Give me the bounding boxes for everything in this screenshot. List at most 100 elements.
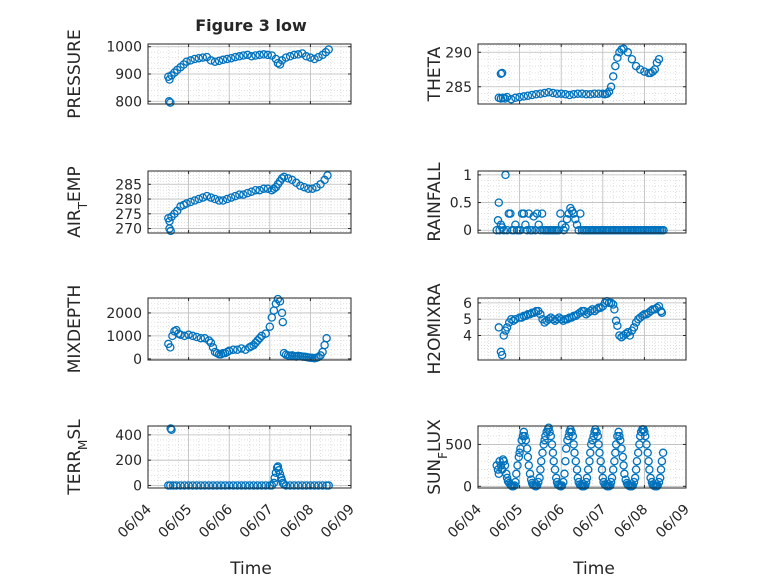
data-point xyxy=(293,481,303,490)
data-point xyxy=(617,444,626,453)
data-point xyxy=(536,89,545,98)
data-point xyxy=(581,481,590,490)
data-point xyxy=(610,456,619,466)
data-point xyxy=(310,481,319,490)
data-point xyxy=(510,481,519,490)
data-point xyxy=(519,427,529,437)
y-axis-label: SUNFLUX xyxy=(425,419,450,495)
x-axis-label-right: Time xyxy=(572,559,615,579)
data-point xyxy=(192,332,201,342)
y-tick-label: 4 xyxy=(463,329,472,345)
data-point xyxy=(271,54,281,64)
y-tick-label: 0 xyxy=(463,223,472,239)
data-point xyxy=(502,323,512,332)
data-point xyxy=(506,209,515,218)
x-tick-label: 06/07 xyxy=(570,502,610,542)
data-point xyxy=(220,481,230,490)
data-point xyxy=(259,184,268,193)
data-point xyxy=(176,330,185,339)
data-point xyxy=(629,477,639,487)
data-point xyxy=(186,197,195,207)
data-point xyxy=(176,481,185,490)
data-point xyxy=(635,65,645,74)
data-series xyxy=(492,423,668,491)
data-point xyxy=(289,481,299,490)
data-point xyxy=(571,214,580,224)
y-tick-label: 0 xyxy=(133,478,142,494)
data-point xyxy=(226,193,236,202)
data-point xyxy=(586,448,595,458)
data-point xyxy=(571,456,581,466)
data-point xyxy=(572,465,582,474)
data-point xyxy=(226,53,236,63)
data-point xyxy=(561,456,570,466)
data-point xyxy=(633,448,643,458)
data-point xyxy=(513,461,522,470)
data-point xyxy=(524,461,534,470)
data-point xyxy=(502,473,512,483)
y-axis-label-subscript: T xyxy=(76,201,90,210)
y-tick-label: 6 xyxy=(463,296,472,312)
y-axis-label-subscript: M xyxy=(76,440,90,450)
data-point xyxy=(198,53,208,62)
data-point xyxy=(257,481,266,490)
data-point xyxy=(654,477,664,487)
data-point xyxy=(306,481,315,490)
y-axis-label: H2OMIXRA xyxy=(425,283,445,374)
data-point xyxy=(654,54,664,64)
data-point xyxy=(251,51,260,60)
data-point xyxy=(271,299,281,308)
y-tick-label: 900 xyxy=(115,67,142,83)
data-point xyxy=(522,225,532,235)
data-point xyxy=(604,87,614,96)
data-point xyxy=(527,225,537,235)
data-point xyxy=(613,53,622,63)
data-point xyxy=(600,298,610,308)
data-point xyxy=(239,190,248,199)
data-point xyxy=(255,333,264,343)
y-tick-label: 275 xyxy=(115,207,142,223)
subplot-7: 0 200 400 06/04 06/05 06/06 06/07 06/08 06/09 TER… xyxy=(65,419,358,542)
data-point xyxy=(497,350,507,360)
data-point xyxy=(563,435,572,445)
data-point xyxy=(265,322,275,331)
data-point xyxy=(166,343,175,352)
data-point xyxy=(515,448,524,458)
data-point xyxy=(241,345,250,354)
subplot-8: 0 500 06/04 06/05 06/06 06/07 06/08 06/09 SUNFLU… xyxy=(425,419,693,542)
data-point xyxy=(569,90,578,99)
y-tick-label: 5 xyxy=(463,312,472,328)
data-point xyxy=(643,448,652,458)
data-point xyxy=(595,448,604,458)
data-point xyxy=(549,456,558,466)
data-point xyxy=(263,50,273,60)
data-point xyxy=(302,481,311,490)
data-point xyxy=(645,465,654,474)
data-point xyxy=(593,431,603,441)
data-point xyxy=(182,57,191,66)
x-tick-label: 06/05 xyxy=(156,502,196,542)
data-point xyxy=(314,481,323,490)
data-point xyxy=(534,477,543,487)
data-point xyxy=(253,481,262,490)
data-point xyxy=(208,481,218,490)
data-point xyxy=(556,209,565,218)
data-point xyxy=(523,452,533,462)
subplot-5: 0 1000 2000 MIXDEPTH xyxy=(65,285,352,373)
data-point xyxy=(229,345,238,354)
axes-frame xyxy=(147,425,352,489)
y-tick-label: 400 xyxy=(115,428,142,444)
data-point xyxy=(190,54,199,64)
data-point xyxy=(249,481,258,490)
data-point xyxy=(494,198,504,207)
data-point xyxy=(235,52,244,61)
data-point xyxy=(273,294,283,304)
data-point xyxy=(200,333,210,343)
data-point xyxy=(522,444,532,453)
data-point xyxy=(274,466,283,475)
data-point xyxy=(306,53,315,62)
data-point xyxy=(497,68,507,78)
data-point xyxy=(535,473,544,483)
data-point xyxy=(285,52,295,61)
